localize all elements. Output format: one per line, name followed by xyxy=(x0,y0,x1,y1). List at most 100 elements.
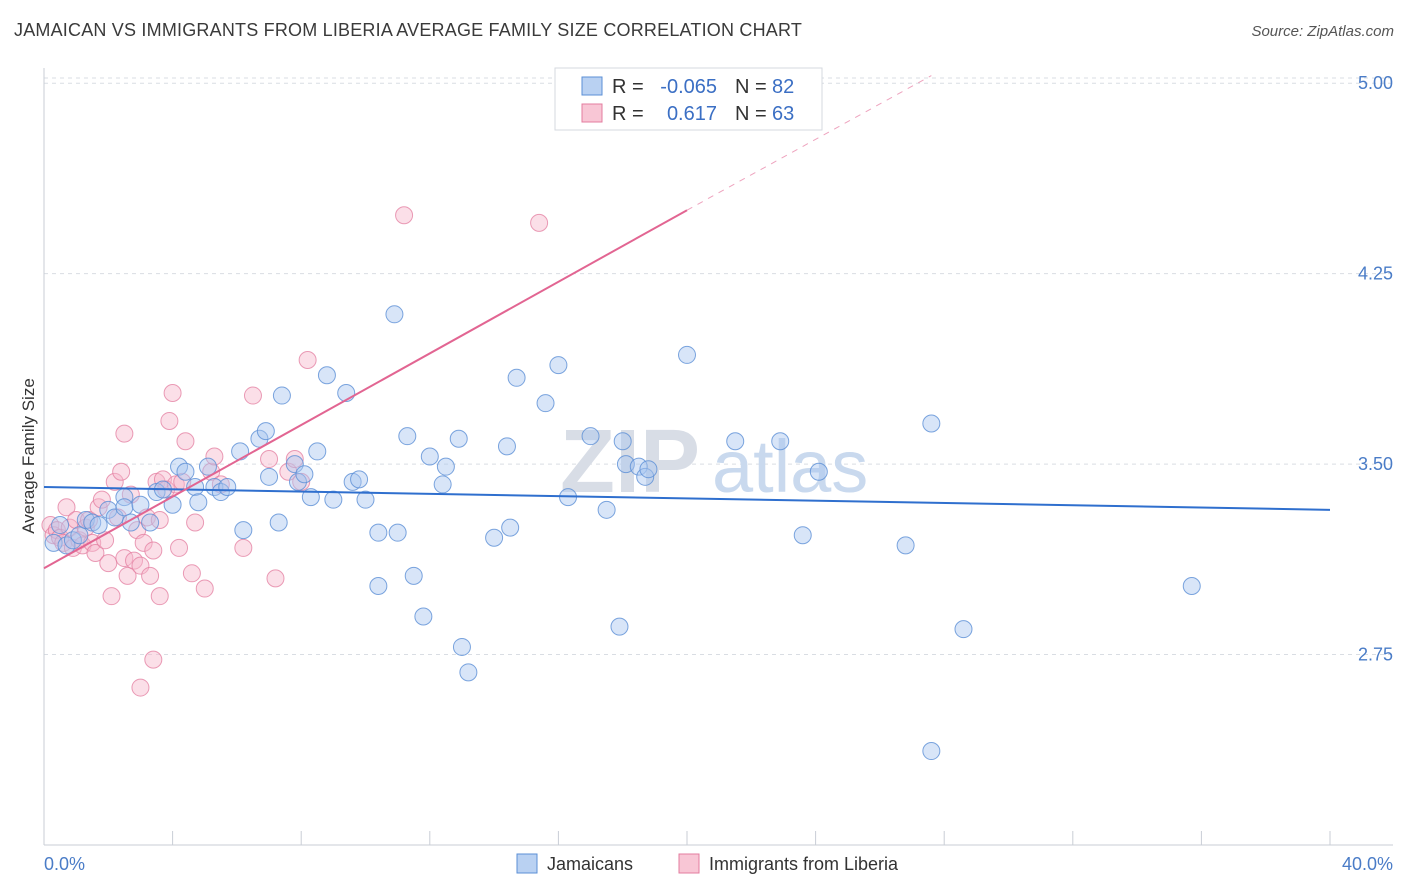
jamaicans-point xyxy=(771,432,790,451)
liberia-point xyxy=(102,587,121,606)
jamaicans-point xyxy=(922,414,941,433)
liberia-point xyxy=(260,450,279,469)
jamaicans-point xyxy=(536,394,555,413)
series-liberia-points xyxy=(41,206,549,697)
jamaicans-point xyxy=(922,742,941,761)
jamaicans-trend-line xyxy=(43,485,1331,511)
jamaicans-point xyxy=(726,432,745,451)
jamaicans-point xyxy=(452,637,471,656)
liberia-point xyxy=(285,450,304,469)
liberia-trend-extension xyxy=(686,75,932,211)
liberia-point xyxy=(298,351,317,370)
liberia-point xyxy=(205,447,224,466)
jamaicans-point xyxy=(501,518,520,537)
y-tick-label: 2.75 xyxy=(1358,645,1393,665)
liberia-point xyxy=(150,587,169,606)
liberia-point xyxy=(176,432,195,451)
liberia-point xyxy=(144,650,163,669)
liberia-point xyxy=(99,554,118,573)
jamaicans-point xyxy=(809,462,828,481)
jamaicans-point xyxy=(301,488,320,507)
y-tick-label: 3.50 xyxy=(1358,454,1393,474)
axes: 2.75 3.50 4.25 5.00 xyxy=(43,68,1393,846)
legend-n-value-2: 63 xyxy=(772,103,794,125)
jamaicans-point xyxy=(793,526,812,545)
jamaicans-point xyxy=(369,577,388,595)
jamaicans-point xyxy=(89,516,108,535)
jamaicans-point xyxy=(231,442,250,461)
jamaicans-point xyxy=(639,460,658,479)
liberia-point xyxy=(243,386,262,405)
x-tick-min: 0.0% xyxy=(44,854,85,874)
jamaicans-point xyxy=(459,663,478,682)
watermark-atlas: atlas xyxy=(712,425,868,508)
liberia-point xyxy=(182,564,201,583)
liberia-point xyxy=(266,569,285,588)
y-tick-label: 5.00 xyxy=(1358,73,1393,93)
jamaicans-point xyxy=(350,470,369,489)
jamaicans-point xyxy=(256,422,275,441)
jamaicans-point xyxy=(549,356,568,375)
jamaicans-point xyxy=(131,495,150,514)
jamaicans-point xyxy=(115,498,134,517)
jamaicans-point xyxy=(176,462,195,481)
jamaicans-point xyxy=(449,429,468,448)
jamaicans-point xyxy=(218,477,237,496)
bottom-legend-swatch-liberia xyxy=(678,853,700,874)
series-jamaicans-points xyxy=(44,305,1201,761)
liberia-point xyxy=(163,384,182,403)
jamaicans-point xyxy=(141,513,160,532)
liberia-point xyxy=(105,472,124,491)
jamaicans-point xyxy=(70,526,89,545)
liberia-trend-line xyxy=(43,209,688,570)
jamaicans-point xyxy=(436,457,455,476)
jamaicans-point xyxy=(51,516,70,535)
liberia-point xyxy=(202,462,221,481)
liberia-point xyxy=(67,510,86,529)
jamaicans-point xyxy=(404,566,423,585)
watermark-zip: ZIP xyxy=(560,412,700,512)
liberia-point xyxy=(134,533,153,552)
liberia-point xyxy=(141,566,160,585)
jamaicans-point xyxy=(324,490,343,509)
jamaicans-point xyxy=(285,455,304,474)
jamaicans-point xyxy=(308,442,327,461)
legend-n-value-1: 82 xyxy=(772,76,794,98)
liberia-point xyxy=(115,424,134,443)
legend-r-value-1: -0.065 xyxy=(660,76,717,98)
liberia-point xyxy=(86,543,105,562)
jamaicans-point xyxy=(105,508,124,527)
y-tick-label: 4.25 xyxy=(1358,264,1393,284)
jamaicans-point xyxy=(507,368,526,387)
jamaicans-point xyxy=(678,345,696,364)
jamaicans-point xyxy=(260,467,279,486)
liberia-point xyxy=(144,541,163,560)
jamaicans-point xyxy=(99,500,118,519)
jamaicans-point xyxy=(597,500,616,519)
jamaicans-point xyxy=(317,366,336,385)
liberia-point xyxy=(234,538,253,557)
legend-r-label-1: R = xyxy=(612,76,644,98)
jamaicans-point xyxy=(234,521,253,540)
legend-swatch-liberia xyxy=(581,103,603,123)
legend-n-label-1: N = xyxy=(735,76,767,98)
jamaicans-point xyxy=(896,536,915,555)
liberia-point xyxy=(118,566,137,585)
legend-r-value-2: 0.617 xyxy=(667,103,717,125)
jamaicans-point xyxy=(420,447,439,466)
jamaicans-point xyxy=(385,305,404,324)
liberia-point xyxy=(530,213,549,232)
bottom-legend-liberia: Immigrants from Liberia xyxy=(709,854,899,874)
jamaicans-point xyxy=(356,490,375,509)
x-tick-max: 40.0% xyxy=(1342,854,1393,874)
bottom-legend-swatch-jamaicans xyxy=(516,853,538,874)
legend-n-label-2: N = xyxy=(735,103,767,125)
jamaicans-point xyxy=(288,472,307,491)
jamaicans-point xyxy=(497,437,516,456)
liberia-point xyxy=(186,513,205,532)
jamaicans-point xyxy=(613,432,632,451)
jamaicans-point xyxy=(295,465,314,484)
chart-title: JAMAICAN VS IMMIGRANTS FROM LIBERIA AVER… xyxy=(14,20,803,40)
jamaicans-point xyxy=(581,427,600,446)
